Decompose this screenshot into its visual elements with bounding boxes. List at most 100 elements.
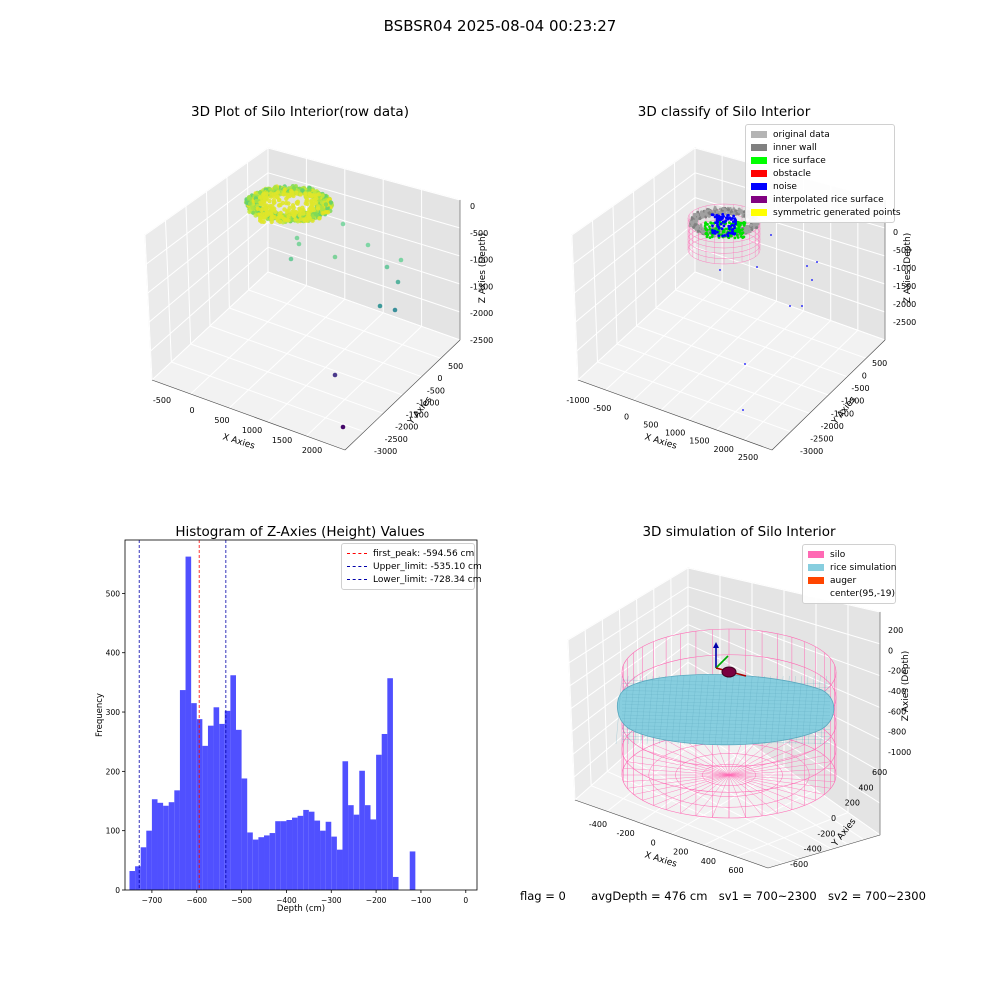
data-point xyxy=(259,207,264,213)
legend-label: center(95,-19) xyxy=(830,588,895,599)
z-tick-label: -500 xyxy=(893,246,911,255)
legend-label: silo xyxy=(830,549,846,560)
x-tick-label: 400 xyxy=(701,857,716,866)
data-point xyxy=(313,193,319,198)
y-tick-label: 0 xyxy=(437,374,442,383)
x-tick-label: 0 xyxy=(189,406,194,415)
data-point xyxy=(261,192,266,197)
y-tick-label: -2500 xyxy=(810,434,833,443)
y-tick-label: -2000 xyxy=(821,422,844,431)
data-point xyxy=(365,242,371,248)
data-point xyxy=(312,189,317,194)
grid-line xyxy=(144,147,461,236)
x-tick-label: -200 xyxy=(617,829,635,838)
x-tick-label: 1000 xyxy=(242,426,262,435)
data-point xyxy=(284,200,289,206)
z-tick-label: -1000 xyxy=(893,264,916,273)
data-point xyxy=(282,187,287,193)
y-tick-label: 200 xyxy=(845,799,860,808)
z-axis-label: Z Axies (Depth) xyxy=(478,233,488,304)
data-point xyxy=(298,192,303,197)
z-tick-label: -2500 xyxy=(470,336,493,345)
y-tick-label: 600 xyxy=(872,768,887,777)
y-tick-label: -1000 xyxy=(416,398,439,407)
data-point xyxy=(307,188,312,193)
legend-swatch xyxy=(808,577,824,584)
data-point xyxy=(281,216,287,222)
data-point xyxy=(294,235,300,241)
x-axis-line xyxy=(577,379,773,451)
data-point xyxy=(305,201,310,207)
data-point xyxy=(320,193,325,198)
sv2-text: sv2 = 700~2300 xyxy=(827,889,926,903)
data-point xyxy=(284,196,289,201)
x-tick-label: 1000 xyxy=(665,429,685,438)
data-point xyxy=(340,424,346,430)
y-tick-label: -500 xyxy=(851,384,869,393)
auger xyxy=(721,666,737,678)
legend-item: center(95,-19) xyxy=(808,587,895,600)
data-point xyxy=(268,203,273,209)
y-tick-label: -1000 xyxy=(841,397,864,406)
panel2-title: 3D classify of Silo Interior xyxy=(637,104,811,120)
z-tick-label: 0 xyxy=(470,202,475,211)
legend-item: silo xyxy=(808,548,890,561)
data-point xyxy=(319,200,325,205)
data-point xyxy=(395,279,401,285)
data-point xyxy=(247,209,252,214)
data-point xyxy=(297,213,302,218)
x-tick-label: 2500 xyxy=(738,453,758,462)
legend-item: auger xyxy=(808,574,890,587)
z-tick-label: -800 xyxy=(888,728,906,737)
grid-line xyxy=(148,221,461,323)
y-tick-label: -1500 xyxy=(406,411,429,420)
x-tick-label: 500 xyxy=(214,416,229,425)
z-tick-label: 0 xyxy=(888,646,893,655)
data-point xyxy=(398,257,404,263)
data-point xyxy=(255,206,261,211)
data-point xyxy=(323,202,329,207)
z-tick-label: -2500 xyxy=(893,318,916,327)
data-point xyxy=(287,205,292,211)
x-tick-label: 1500 xyxy=(689,437,709,446)
data-point xyxy=(384,264,390,270)
data-point xyxy=(293,217,298,222)
z-axis-label: Z Axies (Depth) xyxy=(903,233,913,304)
data-point xyxy=(259,219,264,224)
y-tick-label: 0 xyxy=(831,814,836,823)
rice-surface xyxy=(616,674,835,746)
y-tick-label: -2000 xyxy=(395,423,418,432)
data-point xyxy=(313,211,319,217)
data-point xyxy=(301,211,306,216)
y-axis-line xyxy=(344,339,461,451)
panel1-title: 3D Plot of Silo Interior(row data) xyxy=(191,104,409,120)
status-line: flag = 0 avgDepth = 476 cm sv1 = 700~230… xyxy=(520,889,926,903)
data-point xyxy=(269,219,274,225)
legend-item: rice simulation xyxy=(808,561,896,574)
data-point xyxy=(294,200,300,205)
x-tick-label: -400 xyxy=(589,820,607,829)
avg-depth-text: avgDepth = 476 cm xyxy=(591,889,708,903)
data-point xyxy=(325,210,331,215)
z-tick-label: -1000 xyxy=(470,256,493,265)
x-tick-label: 2000 xyxy=(714,445,734,454)
data-point xyxy=(265,195,270,200)
y-tick-label: 0 xyxy=(862,372,867,381)
y-tick-label: -200 xyxy=(817,829,835,838)
x-tick-label: 200 xyxy=(673,848,688,857)
data-point xyxy=(262,199,267,204)
y-tick-label: -2500 xyxy=(385,435,408,444)
grid-line xyxy=(151,271,461,381)
x-tick-label: 0 xyxy=(651,838,656,847)
data-point xyxy=(290,209,295,215)
data-point xyxy=(258,200,263,205)
x-tick-label: 600 xyxy=(728,866,743,875)
x-tick-label: -1000 xyxy=(566,396,589,405)
y-tick-label: 400 xyxy=(858,783,873,792)
data-point xyxy=(317,216,322,221)
data-point xyxy=(286,213,291,219)
x-axis-line xyxy=(151,379,346,451)
data-point xyxy=(309,205,314,210)
z-tick-label: -1500 xyxy=(893,282,916,291)
data-point xyxy=(298,207,303,213)
